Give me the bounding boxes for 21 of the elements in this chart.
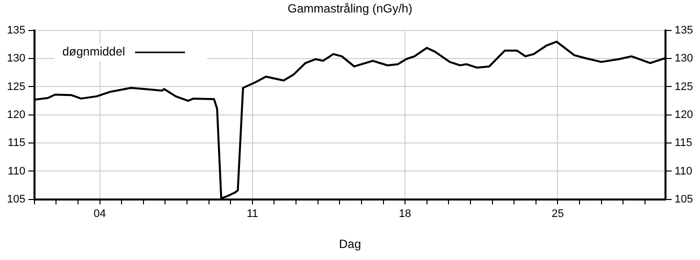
y2-tick-label: 130 xyxy=(674,52,694,65)
y2-tick-label: 105 xyxy=(674,193,694,206)
legend-label: døgnmiddel xyxy=(62,44,126,59)
x-tick-label: 18 xyxy=(398,208,412,220)
y-tick-label: 105 xyxy=(6,193,26,206)
y2-tick-label: 110 xyxy=(674,165,692,178)
chart-title: Gammastråling (nGy/h) xyxy=(288,2,412,16)
y-tick-label: 130 xyxy=(6,52,26,65)
y2-tick-label: 115 xyxy=(674,137,692,150)
y-tick-label: 120 xyxy=(6,108,26,121)
y-tick-label: 125 xyxy=(6,80,26,93)
x-tick-label: 25 xyxy=(552,208,564,220)
x-tick-label: 11 xyxy=(246,208,258,220)
x-tick-label: 04 xyxy=(94,208,106,220)
y2-tick-label: 120 xyxy=(674,108,694,121)
y2-tick-label: 135 xyxy=(674,24,694,36)
x-axis-title: Dag xyxy=(338,237,362,252)
y-tick-label: 115 xyxy=(8,137,26,150)
y2-tick-label: 125 xyxy=(674,80,694,93)
y-tick-label: 110 xyxy=(8,165,26,178)
y-tick-label: 135 xyxy=(6,24,26,36)
